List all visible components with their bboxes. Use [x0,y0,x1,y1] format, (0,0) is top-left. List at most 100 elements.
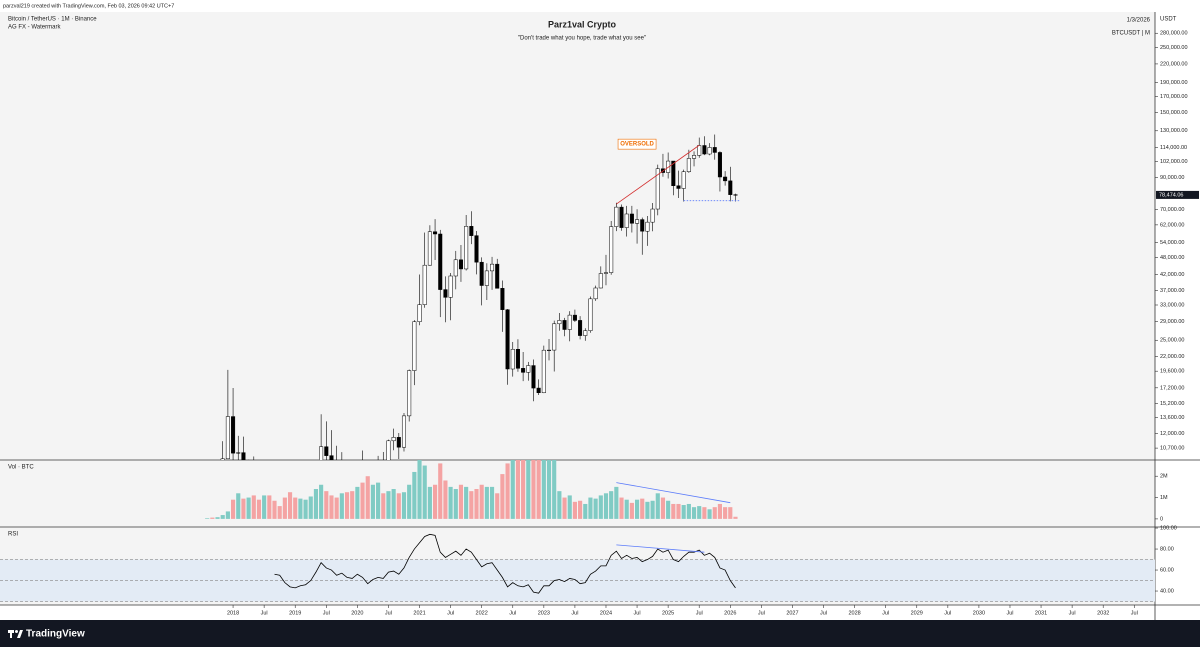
x-tick-label: 2018 [227,610,239,616]
volume-bar [412,471,417,519]
candle-body [624,213,629,228]
y-tick-label: 100.00 [1160,526,1177,532]
candle-body [697,145,702,156]
candle-body [510,349,515,370]
y-tick-label: 150,000.00 [1160,110,1188,116]
y-tick-label: 0 [1160,516,1163,522]
volume-bar [598,495,603,519]
volume-bar [609,491,614,519]
y-tick-label: 12,000.00 [1160,431,1184,437]
pane-title: RSI [8,532,18,538]
x-tick-label: Jul [882,610,889,616]
volume-bar [691,507,697,519]
volume-bar [334,497,339,519]
volume-bar [417,460,422,519]
candle-body [583,330,588,336]
volume-bar [391,489,396,519]
annotation-text: OVERSOLD [620,142,654,148]
volume-bar [686,503,691,519]
brand: TradingView [26,629,85,640]
candle-body [505,309,510,370]
chart-subtitle: "Don't trade what you hope, trade what y… [518,36,646,42]
volume-bar [484,486,489,519]
candle-body [681,171,686,189]
volume-bar [681,505,686,519]
candle-body [236,452,241,454]
volume-bar [541,460,546,519]
candle-body [578,320,583,336]
candle-body [567,314,572,330]
candle-body [640,219,645,232]
volume-bar [521,460,526,519]
volume-bar [246,497,251,519]
x-tick-label: 2022 [476,610,488,616]
volume-bar [241,498,246,519]
candle-body [495,263,500,289]
y-tick-label: 40.00 [1160,588,1174,594]
volume-bar [728,507,733,519]
candle-body [676,185,681,189]
volume-bar [282,497,287,519]
volume-bar [469,491,474,519]
candle-body [702,145,707,155]
volume-bar [381,493,386,519]
x-tick-label: Jul [261,610,268,616]
y-tick-label: 10,700.00 [1160,446,1184,452]
logo [8,630,23,638]
candle-body [391,437,396,442]
y-tick-label: 70,000.00 [1160,207,1184,213]
y-tick-label: 1M [1160,495,1168,501]
volume-bar [407,484,412,519]
volume-bar [505,463,510,519]
candle-body [650,208,655,223]
y-unit: USDT [1160,17,1177,23]
x-tick-label: 2032 [1097,610,1109,616]
candle-body [712,147,717,153]
volume-bar [557,491,562,519]
volume-bar [650,500,655,519]
candle-body [536,387,541,394]
volume-bar [360,482,365,519]
candle-body [733,194,738,196]
y-tick-label: 19,600.00 [1160,369,1184,375]
volume-bar [365,476,370,519]
y-tick-label: 22,000.00 [1160,354,1184,360]
volume-bar [386,491,391,519]
y-tick-label: 25,000.00 [1160,338,1184,344]
candle-body [422,264,427,305]
y-tick-label: 33,000.00 [1160,302,1184,308]
volume-bar [723,507,728,519]
y-tick-label: 80.00 [1160,546,1174,552]
trend-line [616,544,705,553]
y-tick-label: 54,000.00 [1160,240,1184,246]
volume-bar [603,493,609,519]
x-tick-label: 2028 [848,610,860,616]
volume-bar [427,486,432,519]
candle-body [609,226,614,273]
candle-body [386,440,391,460]
candle-body [474,235,479,263]
candle-body [692,155,697,159]
candle-body [417,304,422,323]
volume-bar [313,489,319,519]
pane-title: Vol · BTC [8,465,34,471]
pane [205,460,738,519]
x-tick-label: Jul [509,610,516,616]
x-tick-label: 2027 [786,610,798,616]
volume-bar [676,503,681,519]
x-tick-label: Jul [1069,610,1076,616]
volume-bar [588,497,593,519]
candle-body [490,263,495,272]
candle-body [671,160,676,186]
y-tick-label: 13,600.00 [1160,415,1184,421]
candle-body [443,289,448,298]
volume-bar [443,480,448,519]
candle-body [666,160,671,173]
candle-body [433,231,438,235]
candle-body [521,368,526,373]
volume-bar [531,460,536,519]
candle-body [515,349,520,369]
volume-bar [567,495,572,519]
candle-body [593,287,598,300]
